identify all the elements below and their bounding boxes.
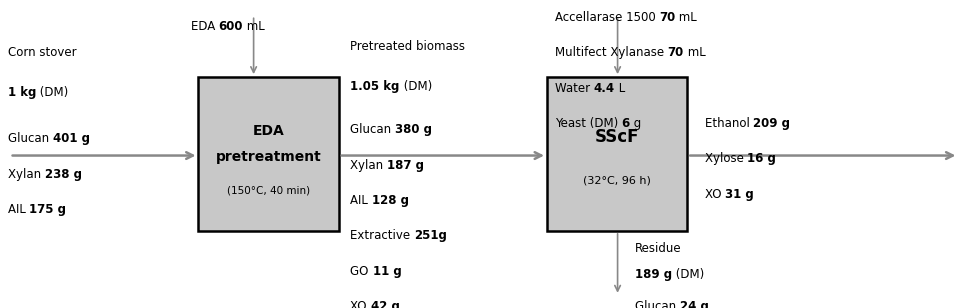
Text: Water: Water xyxy=(555,82,593,95)
Text: XO: XO xyxy=(705,188,725,201)
Text: AIL: AIL xyxy=(8,203,29,216)
Text: EDA: EDA xyxy=(253,124,285,138)
Text: SScF: SScF xyxy=(595,128,639,146)
Text: 600: 600 xyxy=(219,20,243,33)
Text: 70: 70 xyxy=(659,11,676,24)
Text: 1.05 kg: 1.05 kg xyxy=(350,80,400,93)
Text: 70: 70 xyxy=(668,46,683,59)
Text: 11 g: 11 g xyxy=(373,265,402,278)
Text: Multifect Xylanase: Multifect Xylanase xyxy=(555,46,668,59)
Text: XO: XO xyxy=(350,300,371,308)
Text: (DM): (DM) xyxy=(36,86,69,99)
Text: 401 g: 401 g xyxy=(52,132,90,145)
Text: Corn stover: Corn stover xyxy=(8,46,76,59)
Text: (DM): (DM) xyxy=(400,80,432,93)
Text: 16 g: 16 g xyxy=(747,152,776,165)
Text: (32°C, 96 h): (32°C, 96 h) xyxy=(583,175,651,185)
Text: 31 g: 31 g xyxy=(725,188,754,201)
Text: Residue: Residue xyxy=(635,242,681,255)
Bar xyxy=(198,77,339,231)
Text: mL: mL xyxy=(676,11,697,24)
Text: 6: 6 xyxy=(621,117,630,130)
Text: 380 g: 380 g xyxy=(395,123,433,136)
Text: L: L xyxy=(615,82,625,95)
Text: Yeast (DM): Yeast (DM) xyxy=(555,117,621,130)
Text: 209 g: 209 g xyxy=(753,117,790,130)
Text: (DM): (DM) xyxy=(672,268,705,281)
Text: Glucan: Glucan xyxy=(350,123,395,136)
Text: 187 g: 187 g xyxy=(387,159,424,172)
Text: 42 g: 42 g xyxy=(371,300,400,308)
Text: 4.4: 4.4 xyxy=(593,82,615,95)
Text: GO: GO xyxy=(350,265,373,278)
Text: Accellarase 1500: Accellarase 1500 xyxy=(555,11,659,24)
Text: Ethanol: Ethanol xyxy=(705,117,753,130)
Text: 189 g: 189 g xyxy=(635,268,672,281)
Text: 24 g: 24 g xyxy=(680,300,709,308)
Text: Extractive: Extractive xyxy=(350,229,414,242)
Text: EDA: EDA xyxy=(191,20,219,33)
Text: g: g xyxy=(630,117,641,130)
Text: Xylan: Xylan xyxy=(8,168,45,181)
Text: mL: mL xyxy=(683,46,706,59)
Text: Glucan: Glucan xyxy=(635,300,680,308)
Text: Xylose: Xylose xyxy=(705,152,747,165)
Text: 175 g: 175 g xyxy=(29,203,67,216)
Text: 251g: 251g xyxy=(414,229,447,242)
Text: mL: mL xyxy=(243,20,265,33)
Bar xyxy=(547,77,687,231)
Text: Xylan: Xylan xyxy=(350,159,387,172)
Text: (150°C, 40 min): (150°C, 40 min) xyxy=(227,186,310,196)
Text: 238 g: 238 g xyxy=(45,168,81,181)
Text: 1 kg: 1 kg xyxy=(8,86,36,99)
Text: pretreatment: pretreatment xyxy=(216,150,321,164)
Text: Glucan: Glucan xyxy=(8,132,52,145)
Text: AIL: AIL xyxy=(350,194,372,207)
Text: Pretreated biomass: Pretreated biomass xyxy=(350,40,466,53)
Text: 128 g: 128 g xyxy=(372,194,409,207)
